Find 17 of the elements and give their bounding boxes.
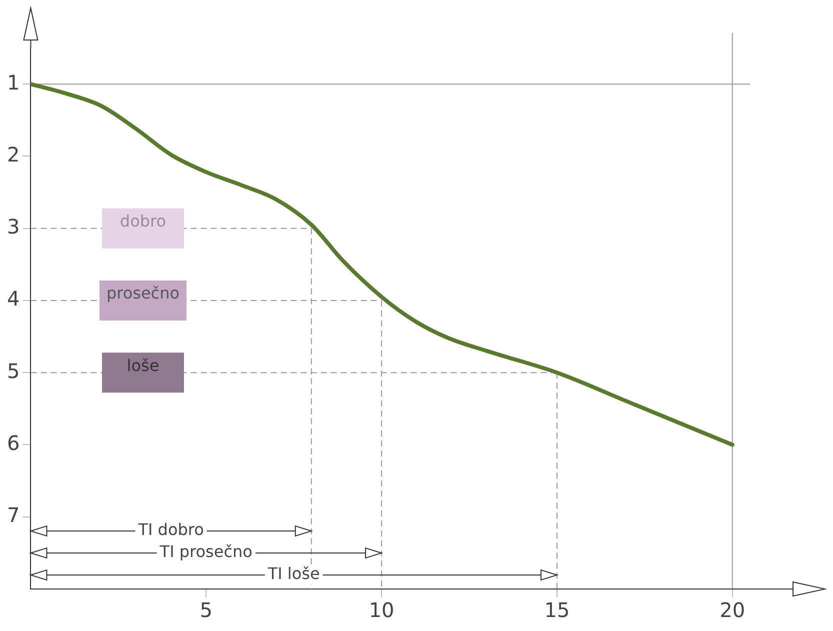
x-tick-label: 15 — [544, 598, 570, 622]
x-tick-label: 10 — [368, 598, 394, 622]
y-tick-label: 1 — [6, 70, 20, 94]
annotation: TI prosečno — [158, 542, 252, 562]
y-tick-label: 4 — [6, 286, 20, 311]
x-tick-label: 5 — [200, 598, 213, 622]
y-tick-label: 6 — [6, 430, 20, 455]
annotation: TI dobro — [137, 520, 204, 540]
y-tick-label: 3 — [6, 214, 20, 239]
annotation: TI loše — [266, 564, 320, 584]
ref-line-label: dobro — [120, 211, 166, 230]
y-tick-label: 2 — [6, 142, 20, 166]
y-tick-label: 5 — [6, 358, 20, 383]
ref-line-label: loše — [126, 356, 160, 375]
ref-line-label: prosečno — [106, 284, 180, 303]
y-tick-label: 7 — [6, 503, 20, 528]
x-tick-label: 20 — [720, 598, 746, 622]
